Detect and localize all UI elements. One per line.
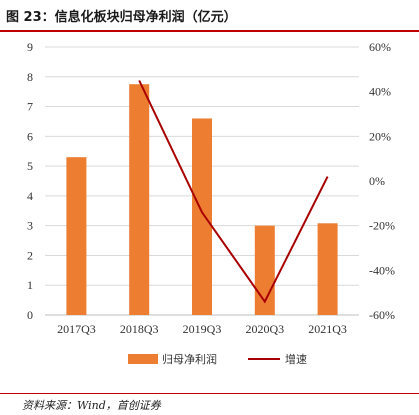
y2-tick-label: 60%	[369, 40, 391, 54]
y2-tick-label: -20%	[369, 219, 395, 233]
y-tick-label: 5	[27, 159, 33, 173]
y2-tick-label: 20%	[369, 129, 391, 143]
growth-line	[138, 80, 329, 304]
chart: 0 1 2 3 4 5 6 7 8 9 -60% -40% -20% 0% 20% 40% 60% 2017Q…	[27, 40, 395, 366]
y-tick-label: 7	[27, 100, 33, 114]
legend-label-line: 增速	[285, 352, 307, 366]
legend: 归母净利润 增速	[128, 352, 307, 366]
source-rule	[0, 393, 419, 394]
legend-swatch-bar	[128, 354, 158, 364]
bar	[66, 157, 87, 315]
bar	[317, 223, 338, 315]
x-tick-label: 2020Q3	[245, 322, 284, 336]
y2-tick-label: 0%	[369, 174, 385, 188]
y-tick-label: 1	[27, 278, 33, 292]
title-rule	[0, 30, 419, 32]
x-tick-label: 2017Q3	[57, 322, 96, 336]
x-tick-label: 2018Q3	[120, 322, 159, 336]
y-tick-label: 9	[27, 40, 33, 54]
bars	[66, 84, 338, 315]
y-tick-label: 8	[27, 70, 33, 84]
y-tick-label: 4	[27, 189, 33, 203]
bar	[192, 118, 212, 315]
y-tick-label: 3	[27, 219, 33, 233]
figure-title: 图 23：信息化板块归母净利润（亿元）	[6, 10, 237, 25]
y2-tick-label: -40%	[369, 263, 395, 277]
y-axis-right: -60% -40% -20% 0% 20% 40% 60%	[369, 40, 395, 322]
x-axis: 2017Q3 2018Q3 2019Q3 2020Q3 2021Q3	[57, 322, 347, 336]
x-tick-label: 2021Q3	[308, 322, 347, 336]
y-tick-label: 2	[27, 248, 33, 262]
y2-tick-label: -60%	[369, 308, 395, 322]
source-note: 资料来源：Wind，首创证券	[22, 399, 161, 412]
legend-label-bar: 归母净利润	[162, 352, 217, 366]
bar	[129, 84, 150, 315]
y-tick-label: 0	[27, 308, 33, 322]
growth-line-path	[138, 80, 329, 304]
y2-tick-label: 40%	[369, 85, 391, 99]
x-tick-label: 2019Q3	[183, 322, 222, 336]
y-axis-left: 0 1 2 3 4 5 6 7 8 9	[27, 40, 33, 322]
y-tick-label: 6	[27, 129, 33, 143]
